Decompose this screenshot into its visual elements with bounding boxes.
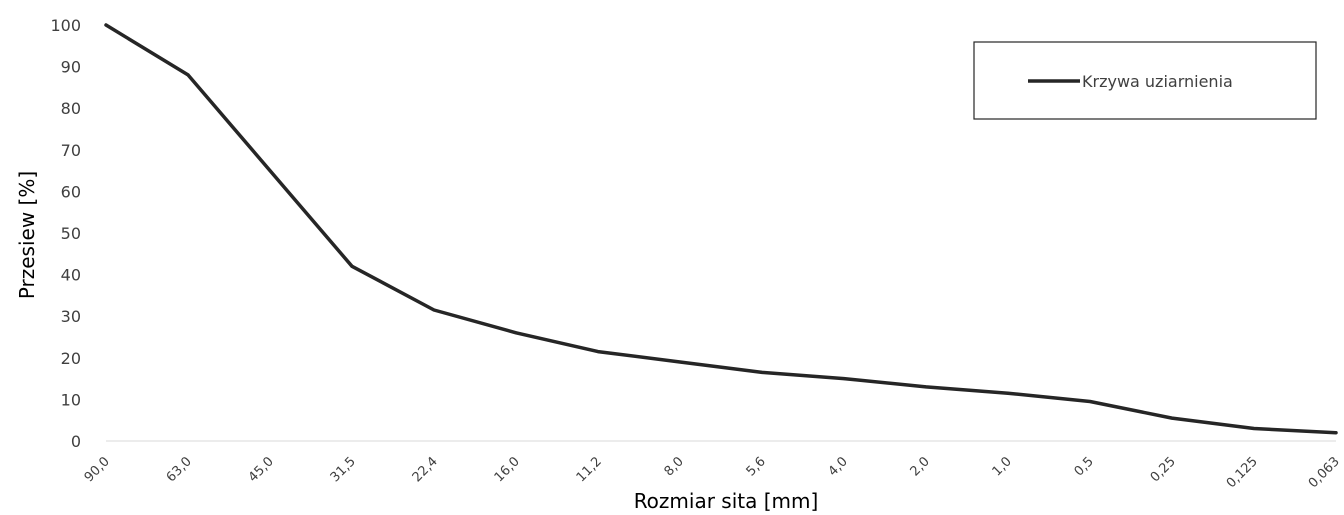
legend-label: Krzywa uziarnienia [1082, 72, 1233, 91]
data-point [760, 370, 764, 374]
data-point [350, 264, 354, 268]
y-tick-label: 80 [61, 99, 81, 118]
data-point [186, 73, 190, 77]
x-tick-label: 63,0 [164, 454, 195, 485]
x-tick-label: 22,4 [410, 454, 441, 485]
data-point [268, 169, 272, 173]
y-tick-label: 100 [50, 16, 81, 35]
data-point [678, 360, 682, 364]
data-point [1252, 427, 1256, 430]
data-point [1334, 431, 1338, 435]
data-point [432, 308, 436, 312]
y-tick-label: 10 [61, 390, 81, 409]
x-tick-label: 8,0 [662, 454, 687, 479]
y-tick-label: 0 [71, 432, 81, 451]
data-point [842, 377, 846, 381]
series-line [104, 23, 1338, 435]
x-tick-label: 4,0 [826, 454, 851, 479]
x-tick-label: 45,0 [246, 454, 277, 485]
x-tick-label: 5,6 [744, 454, 769, 479]
data-point [104, 23, 108, 27]
y-tick-label: 60 [61, 182, 81, 201]
x-axis-ticks: 90,0 63,0 45,0 31,5 22,4 16,0 11,2 8,0 5,6 4,0 2,0… [82, 454, 1343, 491]
x-tick-label: 16,0 [492, 454, 523, 485]
x-tick-label: 0,5 [1072, 454, 1097, 479]
x-tick-label: 0,063 [1306, 454, 1343, 491]
data-point [514, 331, 518, 335]
x-tick-label: 2,0 [908, 454, 933, 479]
y-tick-label: 20 [61, 349, 81, 368]
x-tick-label: 0,125 [1224, 454, 1261, 491]
data-point [1170, 416, 1174, 420]
x-tick-label: 31,5 [328, 454, 359, 485]
data-point [596, 350, 600, 354]
data-point [924, 385, 928, 389]
data-point [1006, 391, 1010, 395]
y-axis-title: Przesiew [%] [15, 171, 39, 299]
x-tick-label: 1,0 [990, 454, 1015, 479]
x-tick-label: 90,0 [82, 454, 113, 485]
x-tick-label: 11,2 [574, 454, 605, 485]
series-layer [104, 23, 1338, 435]
data-point [1088, 400, 1092, 403]
y-axis-ticks: 0 10 20 30 40 50 60 70 80 90 100 [50, 16, 81, 451]
y-tick-label: 70 [61, 141, 81, 160]
legend: Krzywa uziarnienia [973, 41, 1317, 120]
y-tick-label: 90 [61, 58, 81, 77]
y-tick-label: 40 [61, 266, 81, 285]
x-tick-label: 0,25 [1148, 454, 1179, 485]
x-axis-title: Rozmiar sita [mm] [634, 489, 819, 513]
y-tick-label: 30 [61, 307, 81, 326]
y-tick-label: 50 [61, 224, 81, 243]
